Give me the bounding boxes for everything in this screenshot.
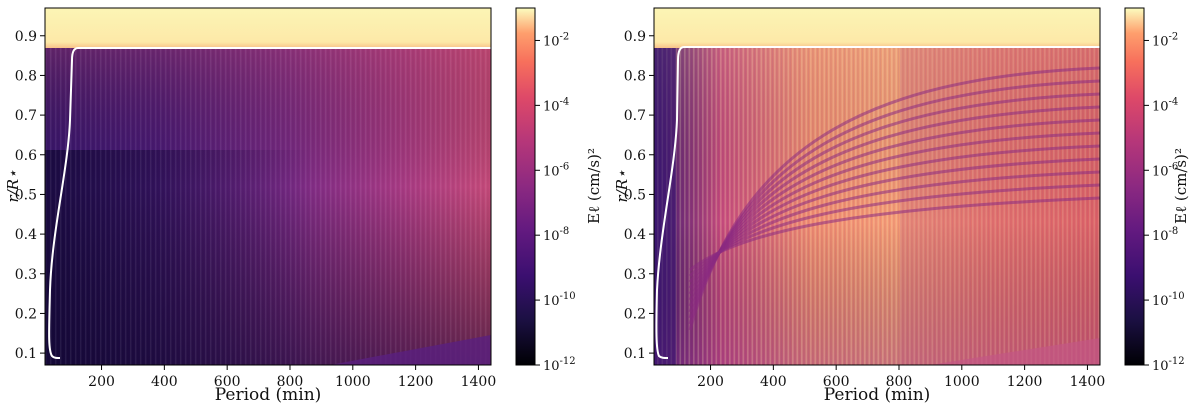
y-tick-label: 0.1 (15, 346, 37, 362)
colorbar-tick-label: 10-10 (1152, 291, 1185, 309)
colorbar-tick-label: 10-4 (543, 96, 569, 114)
x-tick-label: 1200 (398, 374, 434, 390)
colorbar-tick-label: 10-12 (1152, 356, 1185, 374)
x-tick-label: 600 (823, 374, 850, 390)
y-tick-label: 0.7 (624, 108, 646, 124)
x-tick-label: 1400 (1070, 374, 1106, 390)
x-tick-label: 600 (214, 374, 241, 390)
y-tick-label: 0.9 (15, 29, 37, 45)
x-tick-label: 200 (88, 374, 115, 390)
x-axis-label-left: Period (min) (215, 385, 322, 405)
x-tick-label: 400 (760, 374, 787, 390)
y-tick-label: 0.6 (15, 148, 37, 164)
x-tick-label: 800 (886, 374, 913, 390)
colorbar-tick-label: 10-8 (1152, 226, 1178, 244)
x-tick-label: 400 (151, 374, 178, 390)
x-tick-label: 1000 (335, 374, 371, 390)
y-tick-label: 0.4 (624, 227, 646, 243)
colorbar-tick-label: 10-10 (543, 291, 576, 309)
y-tick-label: 0.2 (15, 306, 37, 322)
plot-frame-right (653, 7, 1101, 366)
boundary-curve-right (655, 46, 1100, 359)
colorbar-label-right: Eℓ (cm/s)² (1172, 148, 1190, 224)
colorbar-right: 10-2 10-4 10-6 10-8 10-10 10-12 Eℓ (cm/s)² (1124, 7, 1190, 374)
x-tick-label: 1400 (461, 374, 497, 390)
colorbar-tick-label: 10-8 (543, 226, 569, 244)
y-axis-label-right: r/R⋆ (613, 170, 631, 203)
y-tick-label: 0.2 (624, 306, 646, 322)
y-tick-label: 0.6 (624, 148, 646, 164)
colorbar-ticks-right: 10-2 10-4 10-6 10-8 10-10 10-12 (1144, 31, 1185, 374)
colorbar-left: 10-2 10-4 10-6 10-8 10-10 10-12 Eℓ (cm/s)² (515, 7, 603, 374)
x-axis-label-right: Period (min) (824, 385, 931, 405)
heatmap-right: 200 400 600 800 1000 1200 1400 0.1 0.2 0.3 0.4 0.5 0… (613, 7, 1106, 405)
y-tick-label: 0.9 (624, 29, 646, 45)
y-tick-label: 0.4 (15, 227, 37, 243)
colorbar-tick-label: 10-6 (1152, 161, 1178, 179)
colorbar-tick-label: 10-12 (543, 356, 576, 374)
colorbar-ticks-left: 10-2 10-4 10-6 10-8 10-10 10-12 (535, 31, 576, 374)
colorbar-label-left: Eℓ (cm/s)² (585, 148, 603, 224)
y-tick-label: 0.7 (15, 108, 37, 124)
y-axis-label-left: r/R⋆ (4, 170, 22, 203)
y-tick-label: 0.3 (624, 267, 646, 283)
heatmap-left: 200 400 600 800 1000 1200 1400 0.1 0.2 0.3 0.4 0.5 0… (4, 7, 497, 405)
y-tick-label: 0.8 (624, 68, 646, 84)
colorbar-tick-label: 10-6 (543, 161, 569, 179)
colorbar-tick-label: 10-4 (1152, 96, 1178, 114)
colorbar-tick-label: 10-2 (1152, 31, 1178, 49)
colorbar-tick-label: 10-2 (543, 31, 569, 49)
axis-ticks-right: 200 400 600 800 1000 1200 1400 0.1 0.2 0.3 0.4 0.5 0… (624, 29, 1106, 390)
y-tick-label: 0.3 (15, 267, 37, 283)
axis-ticks-left: 200 400 600 800 1000 1200 1400 0.1 0.2 0.3 0.4 0.5 0… (15, 29, 497, 390)
resonance-ridge (689, 196, 1100, 272)
y-tick-label: 0.5 (624, 187, 646, 203)
x-tick-label: 200 (697, 374, 724, 390)
boundary-curve-left (48, 47, 491, 359)
plot-frame-left (44, 7, 492, 366)
x-tick-label: 800 (277, 374, 304, 390)
y-tick-label: 0.5 (15, 187, 37, 203)
x-tick-label: 1000 (944, 374, 980, 390)
x-tick-label: 1200 (1007, 374, 1043, 390)
y-tick-label: 0.8 (15, 68, 37, 84)
y-tick-label: 0.1 (624, 346, 646, 362)
